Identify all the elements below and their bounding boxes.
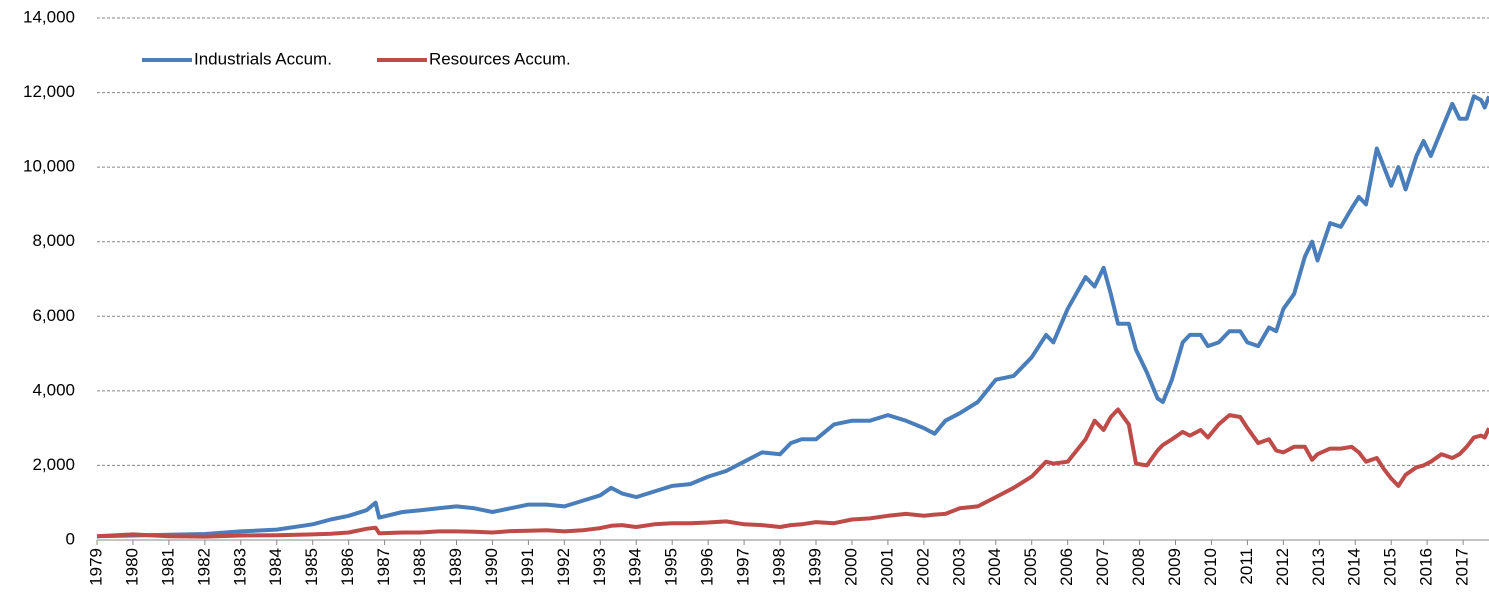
- x-tick-label: 1993: [590, 548, 609, 586]
- x-tick-label: 1987: [374, 548, 393, 586]
- x-tick-label: 1998: [770, 548, 789, 586]
- line: [96, 407, 1489, 539]
- y-tick-label: 8,000: [32, 231, 75, 250]
- x-tick-label: 1999: [805, 548, 824, 586]
- x-tick-label: 2013: [1309, 548, 1328, 586]
- x-tick-label: 1989: [446, 548, 465, 586]
- line: [96, 94, 1489, 539]
- x-tick-label: 2009: [1165, 548, 1184, 586]
- y-tick-label: 14,000: [23, 7, 75, 26]
- x-tick-label: 1983: [230, 548, 249, 586]
- x-tick-label: 1988: [410, 548, 429, 586]
- x-tick-label: 1996: [698, 548, 717, 586]
- x-tick-label: 2007: [1093, 548, 1112, 586]
- x-tick-label: 1980: [122, 548, 141, 586]
- x-tick-label: 1984: [266, 548, 285, 586]
- x-tick-label: 1982: [194, 548, 213, 586]
- x-tick-label: 1981: [158, 548, 177, 586]
- x-tick-label: 2017: [1453, 548, 1472, 586]
- x-tick-label: 2014: [1345, 548, 1364, 586]
- x-tick-label: 1986: [338, 548, 357, 586]
- x-tick-label: 1997: [734, 548, 753, 586]
- x-tick-label: 2011: [1237, 548, 1256, 585]
- y-tick-label: 4,000: [32, 380, 75, 399]
- x-tick-label: 2002: [913, 548, 932, 586]
- x-tick-label: 2006: [1057, 548, 1076, 586]
- x-tick-label: 2016: [1417, 548, 1436, 586]
- x-tick-label: 2003: [949, 548, 968, 586]
- y-tick-label: 10,000: [23, 157, 75, 176]
- x-tick-label: 1990: [482, 548, 501, 586]
- x-tick-label: 1985: [302, 548, 321, 586]
- x-tick-label: 2010: [1201, 548, 1220, 586]
- legend-label: Industrials Accum.: [194, 49, 332, 68]
- x-tick-label: 2008: [1129, 548, 1148, 586]
- legend-label: Resources Accum.: [429, 49, 571, 68]
- x-tick-label: 1979: [86, 548, 105, 586]
- x-tick-label: 2015: [1381, 548, 1400, 586]
- y-tick-label: 6,000: [32, 306, 75, 325]
- x-tick-label: 2001: [877, 548, 896, 586]
- x-tick-label: 1995: [662, 548, 681, 586]
- y-tick-label: 0: [66, 529, 75, 548]
- x-tick-label: 1992: [554, 548, 573, 586]
- x-tick-label: 2000: [841, 548, 860, 586]
- x-tick-label: 1994: [626, 548, 645, 586]
- x-tick-label: 2005: [1021, 548, 1040, 586]
- y-tick-label: 2,000: [32, 455, 75, 474]
- x-tick-label: 1991: [518, 548, 537, 586]
- y-tick-label: 12,000: [23, 82, 75, 101]
- x-tick-label: 2004: [985, 548, 1004, 586]
- x-tick-label: 2012: [1273, 548, 1292, 586]
